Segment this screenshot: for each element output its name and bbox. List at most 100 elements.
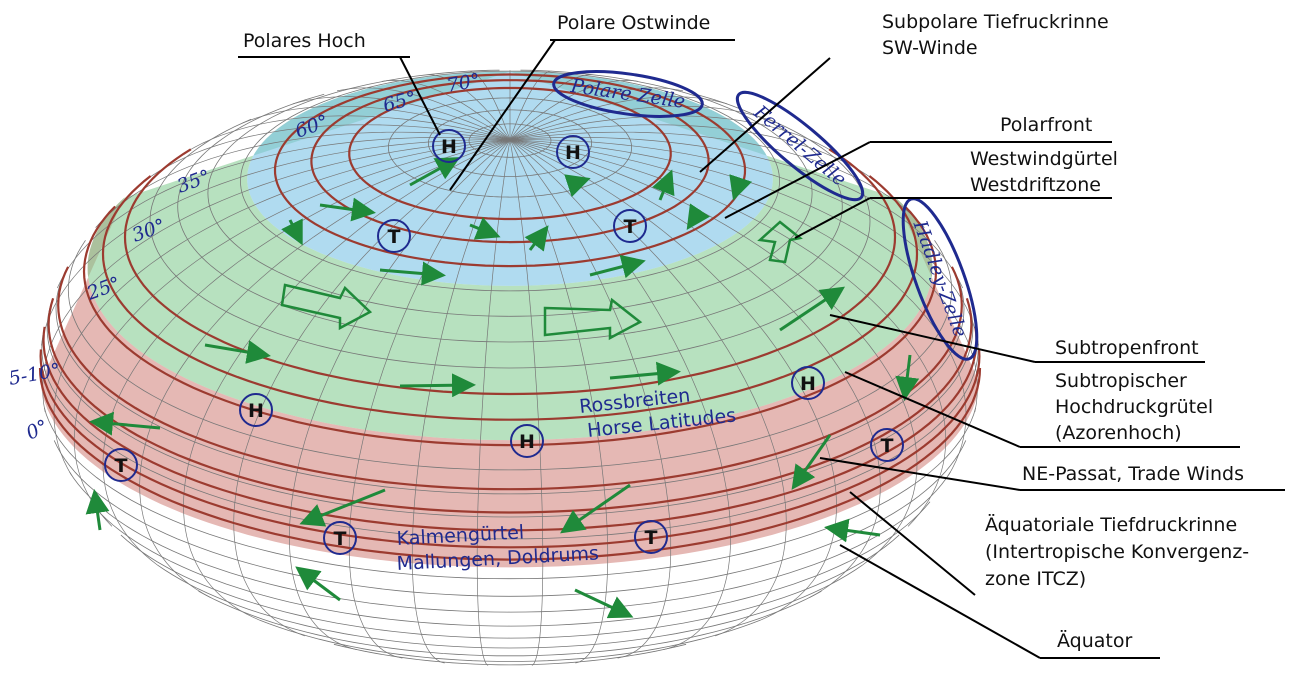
latitude-line (259, 619, 761, 662)
latitude-line (239, 70, 781, 292)
callout-leader (449, 39, 556, 191)
latitude-line (427, 109, 592, 177)
meridian-line (509, 87, 684, 140)
latitude-line (44, 407, 976, 580)
callout-leader (724, 141, 871, 219)
wind-arrow (524, 225, 549, 252)
pressure-circle (323, 521, 357, 555)
zone-ring (57, 266, 963, 491)
callout-leader (829, 314, 1036, 363)
callout-label: NE-Passat, Trade Winds (1022, 463, 1244, 485)
pressure-marker: H (565, 142, 581, 164)
latitude-line (67, 240, 953, 471)
meridian-line (41, 139, 511, 346)
meridian-line (509, 139, 672, 659)
zone-ring (39, 349, 981, 549)
latitude-line (157, 564, 863, 649)
meridian-line (509, 131, 925, 228)
latitude-line (89, 501, 931, 627)
wind-arrow (652, 169, 675, 201)
callout-label: Subtropischer (1055, 370, 1187, 392)
wind-arrow (779, 286, 845, 332)
wind-arrow (791, 434, 832, 490)
climate-band (87, 71, 933, 441)
cell-loop (552, 70, 704, 118)
wind-arrow (204, 340, 271, 364)
callout-label: Hochdruckgrütel (1055, 396, 1213, 418)
westwind-arrow (757, 220, 803, 264)
pressure-marker: T (388, 226, 401, 248)
meridian-line (509, 139, 787, 637)
wind-arrow (574, 588, 634, 619)
callout-leader (399, 56, 441, 136)
meridian-line (411, 139, 511, 664)
wind-arrow (89, 411, 161, 436)
callout-label: Polares Hoch (243, 30, 366, 52)
wind-arrow (319, 197, 376, 222)
meridian-line (509, 96, 728, 141)
callout-label: Subtropenfront (1055, 337, 1199, 359)
pressure-marker: H (800, 373, 816, 395)
callout-label: Äquator (1057, 629, 1132, 652)
globe (38, 69, 982, 666)
wind-arrow (379, 261, 446, 286)
wind-arrow (729, 174, 753, 201)
zone-ring (123, 148, 897, 396)
meridian-line (382, 80, 511, 140)
zone-ring (101, 175, 919, 421)
latitude-line (69, 471, 951, 613)
latitude-line (468, 123, 552, 158)
callout-label: zone ITCZ) (985, 568, 1086, 590)
callout-leader (819, 457, 1021, 491)
pressure-circle (613, 209, 647, 243)
westwind-arrow (543, 297, 643, 341)
wind-arrow (399, 373, 476, 398)
wind-arrow (85, 489, 110, 531)
cell-loop (901, 197, 979, 361)
meridian-line (292, 96, 511, 141)
meridian-line (139, 139, 511, 598)
callout-label: Westdriftzone (970, 174, 1101, 196)
wind-arrow (895, 354, 920, 401)
pressure-circle (104, 448, 138, 482)
wind-arrow (589, 254, 646, 279)
zone-ring (82, 205, 938, 447)
meridian-line (509, 139, 544, 666)
meridian-line (42, 139, 511, 412)
wind-arrow (299, 488, 386, 527)
meridian-line (509, 115, 834, 152)
zone-ring (310, 79, 710, 244)
zone-ring (273, 73, 747, 268)
meridian-line (509, 139, 979, 346)
meridian-line (348, 139, 511, 659)
latitude-line (149, 118, 871, 369)
meridian-line (53, 139, 511, 476)
callout-leader (794, 197, 871, 239)
meridian-line (509, 124, 884, 187)
meridian-line (73, 139, 511, 527)
pressure-marker: T (115, 455, 128, 477)
wind-arrow (281, 218, 303, 246)
pressure-circle (239, 393, 273, 427)
westwind-arrow (280, 283, 373, 331)
pressure-marker: T (624, 216, 637, 238)
callout-label: Subpolare Tiefruckrinne (882, 11, 1109, 33)
meridian-line (233, 139, 511, 637)
meridian-line (509, 139, 947, 527)
latitude-line (207, 69, 813, 317)
pressure-marker: H (248, 400, 264, 422)
meridian-line (288, 139, 511, 651)
pressure-marker: H (441, 136, 457, 158)
zone-ring (38, 367, 982, 561)
meridian-line (136, 124, 511, 187)
wind-arrow (609, 361, 681, 386)
wind-arrow (686, 203, 710, 230)
callout-leader (844, 371, 1021, 448)
latitude-line (46, 301, 974, 518)
latitude-line (53, 440, 967, 597)
pressure-circle (791, 366, 825, 400)
callout-label: Polarfront (1000, 114, 1092, 136)
pressure-marker: T (645, 527, 658, 549)
callout-label: Polare Ostwinde (557, 12, 710, 34)
